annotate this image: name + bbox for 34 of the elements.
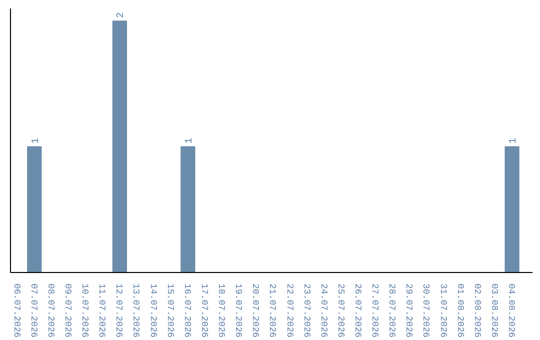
x-tick-label: 24.07.2026 <box>318 284 328 338</box>
x-tick-label: 04.08.2026 <box>506 284 516 338</box>
x-tick-label: 18.07.2026 <box>216 284 226 338</box>
data-label: 1 <box>184 138 196 144</box>
x-tick-label: 28.07.2026 <box>386 284 397 338</box>
x-tick-label: 29.07.2026 <box>404 284 414 338</box>
x-tick-label: 08.07.2026 <box>45 284 56 338</box>
x-tick-label: 02.08.2026 <box>472 284 482 338</box>
x-tick-label: 07.07.2026 <box>28 284 38 338</box>
x-tick-label: 12.07.2026 <box>114 284 124 338</box>
data-label: 1 <box>508 138 520 144</box>
x-tick-label: 01.08.2026 <box>454 284 465 338</box>
x-tick-label: 25.07.2026 <box>335 284 346 338</box>
x-tick-label: 31.07.2026 <box>438 284 448 338</box>
x-tick-label: 21.07.2026 <box>267 284 278 338</box>
x-tick-label: 20.07.2026 <box>250 284 260 338</box>
x-tick-label: 26.07.2026 <box>352 284 362 338</box>
x-tick-label: 10.07.2026 <box>80 284 90 338</box>
x-tick-label: 30.07.2026 <box>420 284 431 338</box>
x-tick-label: 17.07.2026 <box>198 284 209 338</box>
x-tick-label: 13.07.2026 <box>130 284 141 338</box>
x-tick-label: 22.07.2026 <box>284 284 294 338</box>
x-tick-label: 03.08.2026 <box>488 284 499 338</box>
x-tick-label: 15.07.2026 <box>164 284 175 338</box>
x-tick-label: 16.07.2026 <box>182 284 192 338</box>
data-label: 1 <box>30 138 42 144</box>
x-tick-label: 27.07.2026 <box>370 284 380 338</box>
x-tick-label: 19.07.2026 <box>233 284 244 338</box>
data-label: 2 <box>116 12 128 18</box>
x-tick-label: 06.07.2026 <box>11 284 22 338</box>
x-tick-label: 23.07.2026 <box>301 284 312 338</box>
x-tick-label: 14.07.2026 <box>148 284 158 338</box>
x-tick-label: 09.07.2026 <box>62 284 72 338</box>
x-tick-label: 11.07.2026 <box>96 284 107 338</box>
